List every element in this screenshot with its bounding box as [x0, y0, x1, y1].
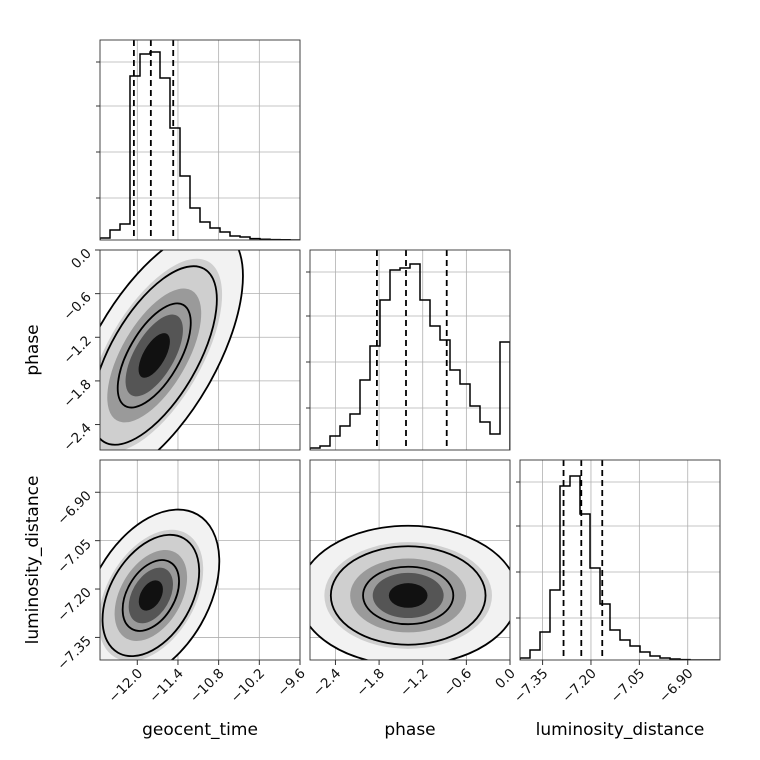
histogram-phase — [310, 263, 510, 450]
x-tick-label-geocent_time: −10.2 — [228, 666, 269, 707]
scatter-point — [96, 395, 98, 397]
histogram-geocent_time — [100, 51, 300, 240]
x-tick-label-geocent_time: −11.4 — [146, 666, 187, 707]
x-tick-label-phase: −0.6 — [441, 666, 475, 700]
scatter-point — [95, 412, 97, 414]
y-tick-label-luminosity_distance: −7.05 — [54, 536, 95, 577]
y-axis-label-phase: phase — [23, 324, 43, 375]
contour-0 — [100, 250, 244, 450]
y-tick-label-phase: 0.0 — [68, 246, 95, 273]
x-tick-label-geocent_time: −12.0 — [106, 666, 147, 707]
y-tick-label-luminosity_distance: −7.20 — [54, 585, 95, 626]
x-axis-label-luminosity-distance: luminosity_distance — [536, 720, 705, 740]
y-tick-label-phase: −1.8 — [60, 376, 94, 410]
scatter-point — [297, 561, 299, 563]
panel-frame-phase-luminosity_distance — [309, 459, 511, 661]
panel-frame-phase — [309, 249, 511, 451]
scatter-point — [97, 658, 99, 660]
grid-phase — [335, 250, 511, 450]
contour-2 — [121, 559, 180, 632]
contour-0 — [310, 524, 510, 660]
x-tick-label-luminosity_distance: −7.05 — [608, 666, 649, 707]
scatter-point — [83, 405, 85, 407]
x-axis-label-geocent-time: geocent_time — [142, 720, 258, 740]
density-level-4 — [138, 580, 163, 611]
panel-frame-geocent_time-phase — [99, 249, 301, 451]
x-tick-label-luminosity_distance: −7.35 — [511, 666, 552, 707]
x-tick-label-luminosity_distance: −7.20 — [559, 666, 600, 707]
density-level-4 — [138, 333, 170, 378]
contour-2 — [116, 302, 192, 409]
x-tick-label-luminosity_distance: −6.90 — [656, 666, 697, 707]
contour-2 — [362, 565, 455, 626]
contour-0 — [100, 508, 221, 660]
y-tick-label-phase: −1.2 — [60, 333, 94, 367]
scatter-geocent_time-phase — [83, 250, 244, 456]
x-tick-label-phase: −2.4 — [310, 666, 344, 700]
x-axis-label-phase: phase — [384, 720, 435, 740]
scatter-point — [95, 411, 97, 413]
panel-frame-geocent_time — [99, 39, 301, 241]
x-tick-label-phase: −1.2 — [397, 666, 431, 700]
y-axis-label-luminosity-distance: luminosity_distance — [23, 476, 43, 645]
x-tick-label-phase: −1.8 — [353, 666, 387, 700]
x-tick-label-phase: 0.0 — [492, 666, 519, 693]
corner-panels — [83, 39, 721, 661]
scatter-point — [108, 454, 110, 456]
contour-1 — [100, 265, 218, 446]
grid-luminosity_distance — [542, 460, 689, 660]
panel-frame-geocent_time-luminosity_distance — [99, 459, 301, 661]
density-level-4 — [388, 583, 428, 608]
x-tick-label-geocent_time: −9.6 — [274, 666, 308, 700]
histogram-luminosity_distance — [520, 475, 720, 660]
y-tick-label-luminosity_distance: −6.90 — [54, 488, 95, 529]
scatter-phase-luminosity_distance — [297, 524, 510, 660]
contour-1 — [329, 545, 487, 646]
contour-1 — [101, 533, 201, 658]
y-tick-label-luminosity_distance: −7.35 — [54, 633, 95, 674]
scatter-point — [94, 631, 96, 633]
y-tick-label-phase: −2.4 — [60, 420, 94, 454]
x-tick-label-geocent_time: −10.8 — [187, 666, 228, 707]
scatter-geocent_time-luminosity_distance — [94, 508, 221, 660]
grid-geocent_time — [136, 40, 301, 240]
panel-frame-luminosity_distance — [519, 459, 721, 661]
y-tick-label-phase: −0.6 — [60, 289, 94, 323]
